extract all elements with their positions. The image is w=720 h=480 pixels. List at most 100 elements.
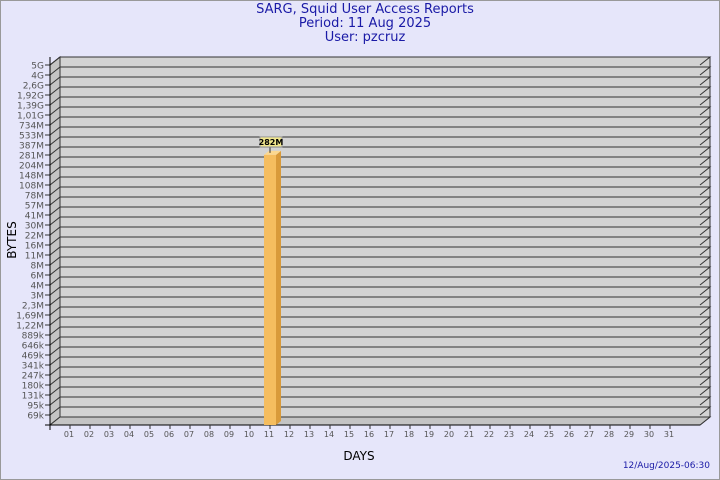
x-tick-label: 25 bbox=[544, 430, 554, 439]
y-tick-label: 1,01G bbox=[17, 112, 44, 122]
bar-top bbox=[264, 150, 281, 155]
data-label: 282M bbox=[259, 138, 284, 147]
y-tick-label: 30M bbox=[25, 222, 44, 232]
y-tick-label: 1,69M bbox=[16, 312, 44, 322]
gridline bbox=[45, 316, 712, 326]
bar bbox=[264, 154, 276, 425]
y-tick-label: 1,92G bbox=[17, 92, 44, 102]
y-tick-label: 22M bbox=[25, 232, 44, 242]
y-tick-label: 2,6G bbox=[23, 82, 44, 92]
y-tick-label: 646k bbox=[22, 342, 45, 352]
x-tick-label: 11 bbox=[264, 430, 274, 439]
x-tick-label: 05 bbox=[144, 430, 154, 439]
y-tick-label: 131k bbox=[22, 392, 45, 402]
y-tick-label: 41M bbox=[25, 212, 44, 222]
gridline bbox=[45, 326, 712, 336]
gridline bbox=[45, 356, 712, 366]
x-tick-label: 16 bbox=[364, 430, 374, 439]
footer-timestamp: 12/Aug/2025-06:30 bbox=[622, 461, 710, 471]
gridline bbox=[45, 396, 712, 406]
chart-subtitle-period: Period: 11 Aug 2025 bbox=[298, 16, 432, 31]
y-tick-label: 204M bbox=[19, 162, 44, 172]
y-tick-label: 8M bbox=[31, 262, 45, 272]
gridline bbox=[45, 386, 712, 396]
gridline bbox=[45, 306, 712, 316]
x-tick-label: 13 bbox=[304, 430, 314, 439]
y-tick-label: 1,22M bbox=[16, 322, 44, 332]
y-tick-label: 5G bbox=[31, 62, 44, 72]
x-tick-label: 23 bbox=[504, 430, 514, 439]
y-tick-label: 387M bbox=[19, 142, 44, 152]
chart-subtitle-user: User: pzcruz bbox=[324, 30, 406, 45]
x-tick-label: 31 bbox=[664, 430, 674, 439]
plot-area bbox=[49, 56, 711, 426]
x-tick-label: 30 bbox=[644, 430, 654, 439]
x-tick-label: 18 bbox=[404, 430, 414, 439]
y-tick-label: 2,3M bbox=[22, 302, 44, 312]
gridline bbox=[45, 196, 712, 206]
x-tick-label: 26 bbox=[564, 430, 574, 439]
gridline bbox=[45, 106, 712, 116]
x-tick-label: 29 bbox=[624, 430, 634, 439]
gridline bbox=[45, 296, 712, 306]
chart-title: SARG, Squid User Access Reports bbox=[256, 2, 474, 17]
gridline bbox=[45, 256, 712, 266]
y-tick-label: 734M bbox=[19, 122, 44, 132]
x-tick-label: 03 bbox=[104, 430, 114, 439]
y-tick-label: 180k bbox=[22, 382, 45, 392]
gridline bbox=[45, 246, 712, 256]
x-tick-label: 15 bbox=[344, 430, 354, 439]
x-tick-label: 20 bbox=[444, 430, 454, 439]
gridline bbox=[45, 76, 712, 86]
gridline bbox=[45, 376, 712, 386]
y-tick-label: 4G bbox=[31, 72, 44, 82]
y-tick-label: 78M bbox=[25, 192, 44, 202]
gridline bbox=[45, 136, 712, 146]
y-tick-label: 95k bbox=[27, 402, 44, 412]
gridline bbox=[45, 216, 712, 226]
x-tick-label: 19 bbox=[424, 430, 434, 439]
x-tick-label: 28 bbox=[604, 430, 614, 439]
x-tick-label: 10 bbox=[244, 430, 254, 439]
x-tick-label: 12 bbox=[284, 430, 294, 439]
x-tick-label: 14 bbox=[324, 430, 334, 439]
gridline bbox=[45, 156, 712, 166]
y-tick-label: 108M bbox=[19, 182, 44, 192]
y-tick-label: 6M bbox=[31, 272, 45, 282]
y-tick-label: 281M bbox=[19, 152, 44, 162]
x-tick-label: 06 bbox=[164, 430, 174, 439]
y-tick-label: 4M bbox=[31, 282, 45, 292]
x-tick-label: 08 bbox=[204, 430, 214, 439]
y-tick-label: 148M bbox=[19, 172, 44, 182]
gridline bbox=[45, 336, 712, 346]
gridline bbox=[45, 226, 712, 236]
gridline bbox=[45, 96, 712, 106]
gridline bbox=[45, 66, 712, 76]
x-tick-label: 09 bbox=[224, 430, 234, 439]
gridline bbox=[45, 406, 712, 416]
gridline bbox=[45, 146, 712, 156]
x-tick-label: 22 bbox=[484, 430, 494, 439]
y-tick-label: 341k bbox=[22, 362, 45, 372]
x-tick-label: 17 bbox=[384, 430, 394, 439]
gridline bbox=[45, 56, 712, 66]
x-tick-label: 27 bbox=[584, 430, 594, 439]
y-tick-label: 69k bbox=[27, 412, 44, 422]
bar-side bbox=[276, 150, 281, 425]
gridline bbox=[45, 236, 712, 246]
gridline bbox=[45, 366, 712, 376]
y-tick-label: 57M bbox=[25, 202, 44, 212]
gridline bbox=[45, 176, 712, 186]
y-tick-label: 1,39G bbox=[17, 102, 44, 112]
x-tick-label: 07 bbox=[184, 430, 194, 439]
x-tick-label: 21 bbox=[464, 430, 474, 439]
y-tick-label: 889k bbox=[22, 332, 45, 342]
x-tick-label: 01 bbox=[64, 430, 74, 439]
gridline bbox=[45, 206, 712, 216]
gridline bbox=[45, 116, 712, 126]
x-tick-label: 02 bbox=[84, 430, 94, 439]
plot-floor bbox=[48, 416, 712, 426]
chart-titles: SARG, Squid User Access Reports Period: … bbox=[0, 3, 720, 45]
data-label-box bbox=[259, 136, 283, 148]
